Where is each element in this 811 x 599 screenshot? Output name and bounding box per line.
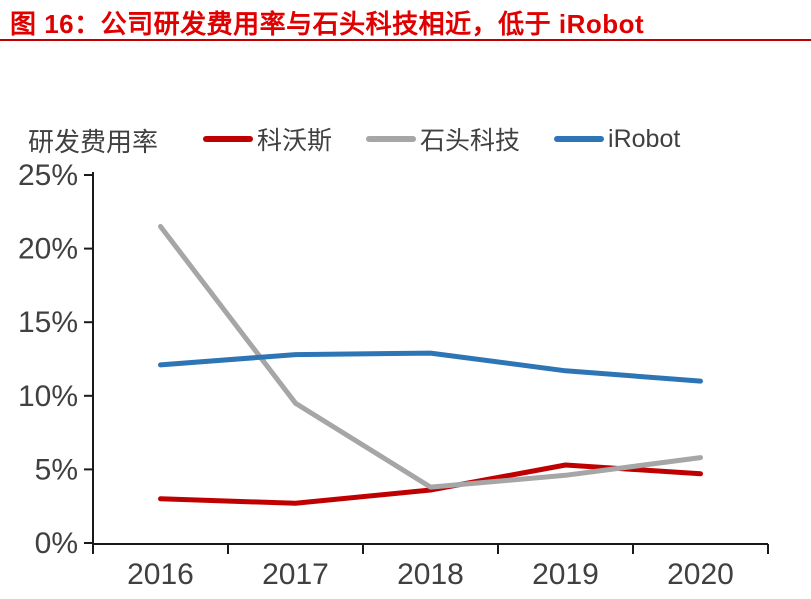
series-line-1 xyxy=(158,224,703,490)
x-tick-label: 2016 xyxy=(127,558,194,591)
x-tick-label: 2018 xyxy=(397,558,464,591)
legend: 科沃斯 石头科技 iRobot xyxy=(203,121,680,157)
x-tick-label: 2019 xyxy=(532,558,599,591)
y-tick-label: 5% xyxy=(35,453,78,486)
figure-title: 图 16：公司研发费用率与石头科技相近，低于 iRobot xyxy=(10,9,645,39)
legend-line-swatch-icon xyxy=(366,136,417,142)
title-divider xyxy=(0,39,811,41)
legend-label: 石头科技 xyxy=(420,127,521,155)
legend-label: iRobot xyxy=(608,124,681,153)
legend-item: 石头科技 xyxy=(366,121,520,157)
x-tick-label: 2017 xyxy=(262,558,329,591)
series-line-0 xyxy=(158,462,703,506)
legend-line-swatch-icon xyxy=(203,136,253,142)
y-axis-title: 研发费用率 xyxy=(28,127,159,157)
y-tick-label: 0% xyxy=(35,527,78,560)
x-tick-label: 2020 xyxy=(667,558,734,591)
y-tick-label: 20% xyxy=(18,233,78,266)
legend-label: 科沃斯 xyxy=(257,127,333,155)
legend-item: 科沃斯 xyxy=(203,121,332,157)
series-line-2 xyxy=(158,350,703,384)
legend-line-swatch-icon xyxy=(554,136,605,142)
y-tick-label: 25% xyxy=(18,159,78,192)
y-tick-label: 15% xyxy=(18,306,78,339)
y-tick-label: 10% xyxy=(18,380,78,413)
legend-item: iRobot xyxy=(554,125,680,154)
